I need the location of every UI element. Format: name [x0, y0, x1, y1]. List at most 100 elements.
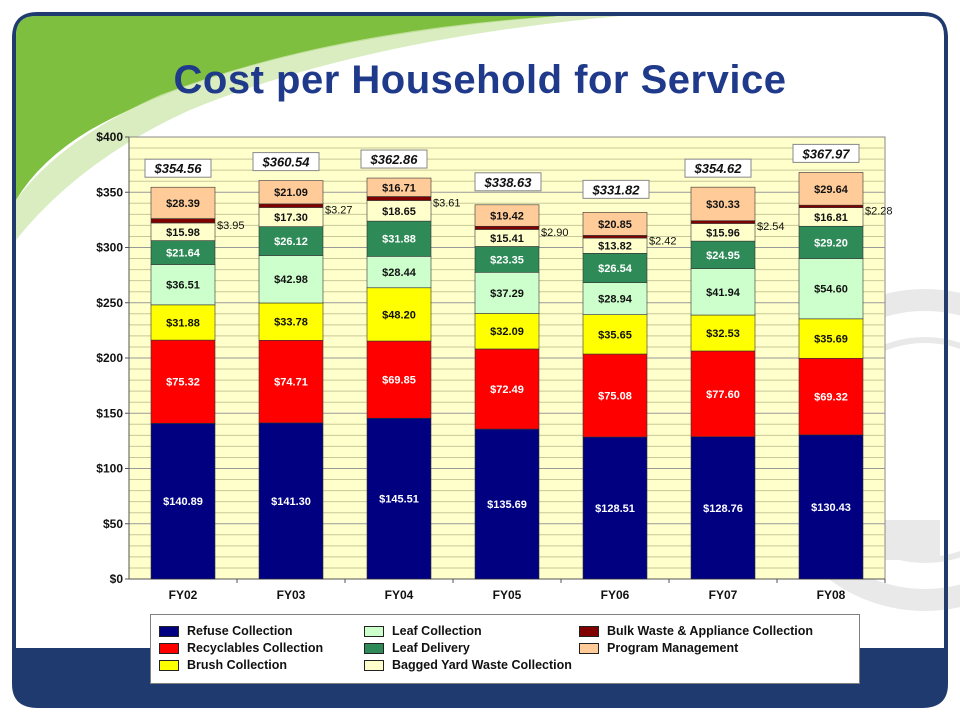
bar-segment [474, 313, 540, 350]
data-label: $2.42 [649, 236, 677, 248]
x-tick-label: FY07 [709, 588, 738, 602]
bar-segment [582, 212, 648, 236]
data-label: $21.64 [166, 248, 201, 260]
total-label-box [684, 158, 752, 178]
legend-label: Leaf Delivery [392, 641, 470, 655]
total-label-box [252, 152, 320, 172]
data-label: $145.51 [379, 494, 419, 506]
bar-segment [258, 422, 324, 580]
bar-segment [474, 246, 540, 273]
data-label: $31.88 [382, 234, 416, 246]
bar-segment [366, 220, 432, 257]
legend-swatch [159, 625, 179, 637]
legend-swatch [159, 642, 179, 654]
data-label: $17.30 [274, 212, 308, 224]
data-label: $128.51 [595, 503, 635, 515]
light-green-swoosh [16, 16, 620, 240]
bar-segment [582, 314, 648, 355]
total-label-box [144, 158, 212, 178]
bar-segment [150, 339, 216, 424]
data-label: $28.39 [166, 198, 200, 210]
data-label: $69.32 [814, 392, 848, 404]
legend-item: Refuse Collection [159, 623, 293, 639]
data-label: $19.42 [490, 211, 524, 223]
slide-title: Cost per Household for Service [173, 58, 787, 102]
total-label: $338.63 [484, 175, 533, 190]
bar-segment [798, 357, 864, 436]
legend-item: Leaf Delivery [364, 640, 470, 656]
data-label: $41.94 [706, 287, 741, 299]
data-label: $18.65 [382, 206, 416, 218]
bar-segment [798, 204, 864, 208]
bar-segment [690, 240, 756, 269]
bar-segment [150, 218, 216, 224]
data-label: $74.71 [274, 377, 308, 389]
data-label: $72.49 [490, 384, 524, 396]
data-label: $31.88 [166, 317, 200, 329]
data-label: $28.44 [382, 267, 417, 279]
data-label: $75.08 [598, 391, 632, 403]
legend-label: Leaf Collection [392, 624, 482, 638]
chart-legend: Refuse Collection Leaf Collection Bulk Was… [150, 614, 860, 684]
bar-segment [474, 271, 540, 314]
x-tick-label: FY05 [493, 588, 522, 602]
legend-item: Leaf Collection [364, 623, 482, 639]
data-label: $42.98 [274, 274, 308, 286]
legend-swatch [579, 642, 599, 654]
bar-segment [798, 225, 864, 259]
data-label: $135.69 [487, 499, 527, 511]
bar-segment [258, 302, 324, 341]
total-label-box [582, 179, 650, 199]
legend-item: Recyclables Collection [159, 640, 323, 656]
legend-label: Bagged Yard Waste Collection [392, 658, 572, 672]
data-label: $23.35 [490, 254, 524, 266]
data-label: $15.98 [166, 227, 200, 239]
bar-segment [798, 258, 864, 320]
bar-segment [798, 172, 864, 206]
legend-item: Bagged Yard Waste Collection [364, 657, 572, 673]
data-label: $29.20 [814, 237, 848, 249]
legend-item: Bulk Waste & Appliance Collection [579, 623, 813, 639]
total-label: $367.97 [802, 146, 851, 161]
data-label: $16.71 [382, 182, 416, 194]
total-label-box [792, 143, 860, 163]
legend-swatch [579, 625, 599, 637]
bar-segment [258, 203, 324, 208]
y-tick-label: $0 [110, 572, 124, 586]
data-label: $32.53 [706, 328, 740, 340]
bar-segment [798, 318, 864, 359]
y-tick-label: $300 [96, 241, 123, 255]
bar-segment [474, 225, 540, 230]
y-tick-label: $400 [96, 130, 123, 144]
bar-segment [690, 314, 756, 352]
bar-segment [366, 287, 432, 342]
bar-segment [690, 220, 756, 224]
data-label: $128.76 [703, 503, 743, 515]
total-label: $354.56 [154, 161, 203, 176]
legend-label: Refuse Collection [187, 624, 293, 638]
bar-segment [258, 340, 324, 424]
data-label: $3.95 [217, 220, 245, 232]
bar-segment [690, 350, 756, 438]
data-label: $21.09 [274, 187, 308, 199]
data-label: $36.51 [166, 280, 200, 292]
data-label: $20.85 [598, 219, 632, 231]
legend-label: Program Management [607, 641, 739, 655]
total-label: $360.54 [262, 155, 311, 170]
data-label: $35.65 [598, 329, 632, 341]
data-label: $3.61 [433, 198, 461, 210]
bar-segment [474, 204, 540, 227]
bar-segment [366, 196, 432, 201]
x-tick-label: FY04 [385, 588, 414, 602]
x-tick-label: FY03 [277, 588, 306, 602]
y-tick-label: $100 [96, 462, 123, 476]
bar-segment [798, 434, 864, 580]
data-label: $3.27 [325, 205, 353, 217]
data-label: $15.96 [706, 227, 740, 239]
bar-segment [150, 186, 216, 219]
data-label: $141.30 [271, 496, 311, 508]
bar-segment [366, 256, 432, 289]
data-label: $2.54 [757, 221, 785, 233]
